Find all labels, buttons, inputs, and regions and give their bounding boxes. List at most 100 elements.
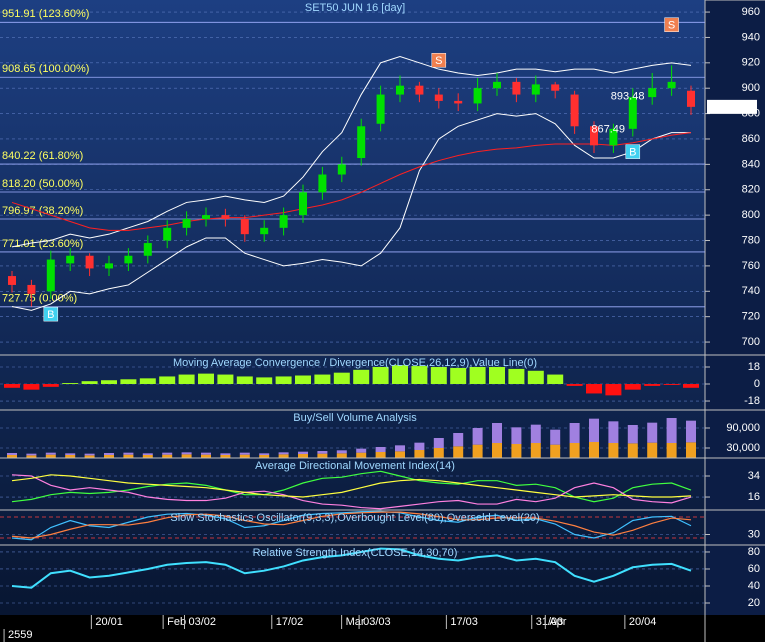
volume-bar	[492, 423, 502, 443]
fib-label: 818.20 (50.00%)	[2, 178, 83, 190]
bar	[139, 378, 156, 385]
y-tick-label: 820	[742, 184, 760, 196]
y-tick-label: 800	[742, 209, 760, 221]
volume-bar	[142, 453, 153, 455]
volume-bar	[453, 446, 464, 458]
bar	[275, 376, 292, 385]
panel-title: Moving Average Convergence / Divergence(…	[173, 357, 537, 369]
volume-bar	[259, 453, 270, 455]
overlay-line	[11, 55, 692, 248]
candle-body	[376, 94, 385, 124]
volume-bar	[356, 448, 367, 453]
candle-body	[628, 97, 637, 129]
volume-bar	[123, 452, 134, 455]
y-tick-label: 0	[754, 378, 760, 390]
volume-bar	[220, 455, 231, 458]
volume-bar	[7, 453, 17, 455]
volume-bar	[492, 443, 502, 458]
volume-bar	[356, 452, 367, 458]
candle-body	[667, 81, 676, 89]
volume-bar	[298, 454, 308, 458]
volume-bar	[589, 418, 599, 442]
labels: 7007207407607808008208408608809009209409…	[3, 0, 765, 642]
candle-body	[221, 215, 230, 219]
volume-bar	[239, 452, 250, 455]
signal-box	[664, 17, 679, 32]
bar	[624, 384, 641, 390]
volume-bar	[162, 452, 173, 455]
bar	[644, 384, 661, 386]
y-tick-label: 80	[748, 546, 760, 558]
volume-bar	[627, 425, 638, 444]
volume-bar	[666, 443, 677, 458]
last-price-box	[707, 99, 757, 114]
bar	[62, 383, 79, 385]
candle-body	[434, 94, 443, 101]
candle-body	[143, 243, 152, 256]
plot-area: 977.98 (138.20%)951.91 (123.60%)908.65 (…	[0, 2, 705, 604]
volume-bar	[84, 453, 95, 456]
candle-body	[512, 81, 521, 95]
indicator-line	[11, 510, 692, 541]
fib-label: 771.01 (23.60%)	[2, 238, 83, 250]
volume-bar	[433, 438, 444, 448]
indicator-line	[11, 474, 692, 498]
volume-bar	[511, 444, 522, 458]
candle-body	[551, 84, 560, 91]
volume-bar	[414, 450, 425, 458]
volume-bar	[45, 454, 56, 458]
candle-body	[687, 90, 695, 107]
bar	[527, 370, 544, 385]
fib-label: 796.97 (38.20%)	[2, 205, 83, 217]
bar	[198, 373, 214, 385]
x-tick-label: 03/03	[363, 616, 391, 628]
fib-label: 840.22 (61.80%)	[2, 150, 83, 162]
overlay-line	[11, 132, 692, 231]
candle-body	[531, 84, 540, 95]
y-tick-label: 40	[748, 580, 760, 592]
bar	[508, 368, 525, 385]
candle-body	[570, 94, 579, 127]
candle-body	[27, 284, 36, 294]
y-tick-label: 18	[748, 361, 760, 373]
y-tick-label: 700	[742, 336, 760, 348]
bar	[663, 384, 680, 385]
x-tick-label: Mar	[346, 616, 365, 628]
fib-label: 727.75 (0.00%)	[2, 293, 77, 305]
signal-box	[43, 306, 59, 322]
y-tick-label: 20	[748, 597, 760, 609]
last-price-label: 885.30	[710, 102, 744, 114]
bar	[683, 384, 699, 388]
volume-bar	[298, 451, 308, 454]
y-tick-label: 60	[748, 563, 760, 575]
volume-bar	[162, 454, 173, 458]
indicator-line	[11, 511, 692, 539]
volume-bar	[686, 442, 696, 458]
candle-body	[279, 215, 288, 228]
volume-bar	[608, 443, 619, 458]
volume-bar	[104, 453, 114, 455]
bar	[295, 375, 311, 385]
bar	[392, 365, 408, 385]
indicator-line	[11, 474, 692, 510]
indicator-line	[11, 547, 692, 589]
volume-bar	[686, 420, 696, 443]
x-tick-label: 17/02	[276, 616, 304, 628]
date-axis	[0, 615, 765, 642]
bar	[353, 369, 370, 385]
volume-bar	[7, 455, 17, 458]
signal-label: B	[47, 309, 54, 321]
candle-body	[609, 128, 618, 146]
candle-body	[299, 192, 307, 216]
panel-title: Slow Stochastics Oscillator(9,3,3),Overb…	[170, 512, 539, 524]
candle-body	[318, 174, 327, 193]
volume-bar	[472, 428, 483, 445]
volume-bar	[375, 447, 386, 452]
price-annotation: 867.49	[591, 123, 625, 135]
volume-bar	[336, 450, 347, 454]
y-tick-label: -18	[744, 395, 760, 407]
volume-bar	[433, 448, 444, 458]
volume-bar	[453, 433, 464, 447]
volume-bar	[550, 444, 561, 458]
volume-bar	[395, 445, 405, 452]
